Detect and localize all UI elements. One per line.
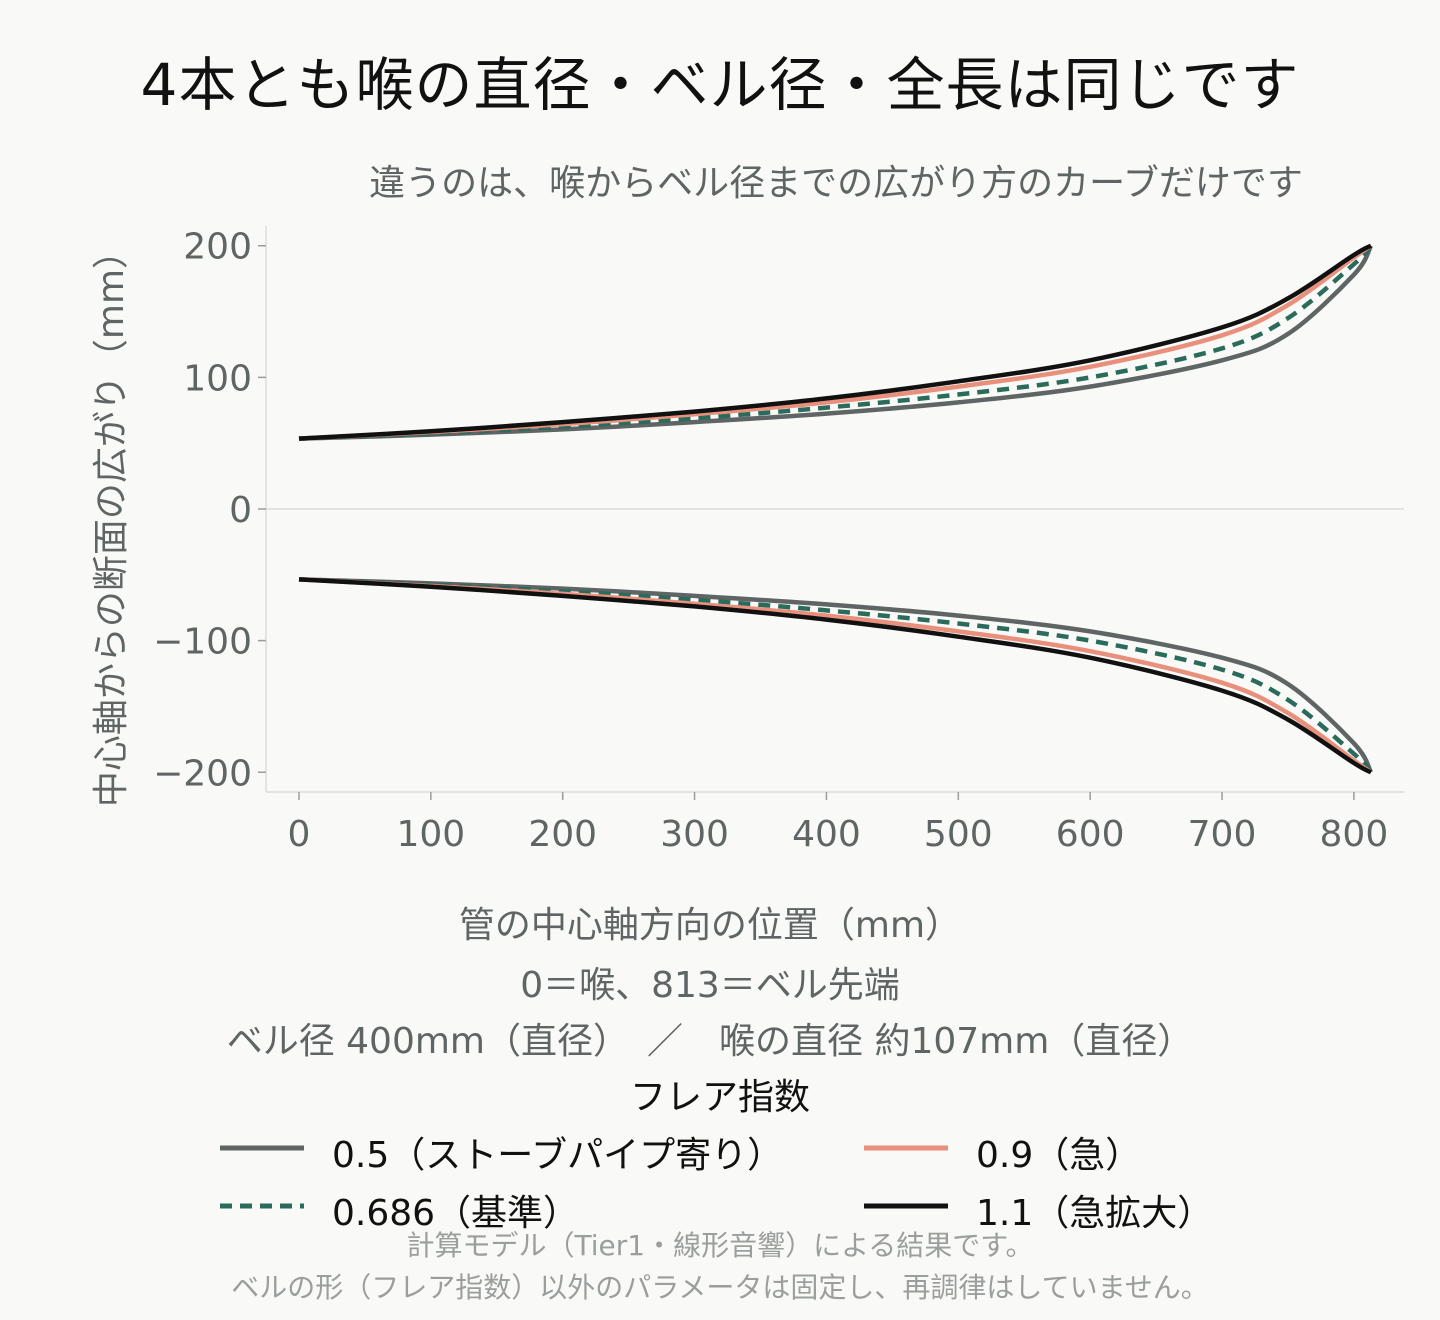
plot-area: 200 100 0 −100 −200 0 100 200 300 400 500 600 700 800 (153, 226, 1404, 855)
x-tick-label: 800 (1320, 814, 1389, 855)
y-tick-label: 200 (183, 227, 252, 268)
x-axis-label-line1: 管の中心軸方向の位置（mm） (458, 905, 962, 946)
series-line-2-upper (298, 243, 1373, 441)
chart-title: 4本とも喉の直径・ベル径・全長は同じです (140, 51, 1300, 119)
x-axis-label-line3: ベル径 400mm（直径） ／ 喉の直径 約107mm（直径） (226, 1021, 1194, 1062)
legend-label-1: 0.686（基準） (332, 1193, 580, 1234)
series-line-0-upper (298, 244, 1374, 441)
x-axis-label-line2: 0＝喉、813＝ベル先端 (520, 965, 900, 1006)
chart-subtitle: 違うのは、喉からベル径までの広がり方のカーブだけです (369, 163, 1303, 204)
caption-line1: 計算モデル（Tier1・線形音響）による結果です。 (406, 1229, 1034, 1262)
y-tick-label: −100 (153, 622, 252, 663)
x-tick-label: 600 (1056, 814, 1125, 855)
x-tick-label: 400 (792, 814, 861, 855)
x-tick-label: 300 (660, 814, 729, 855)
series-line-1-lower (298, 577, 1373, 774)
x-tick-label: 0 (288, 814, 311, 855)
series-line-0-lower (298, 577, 1374, 774)
legend-label-3: 1.1（急拡大） (976, 1193, 1214, 1234)
x-tick-label: 100 (396, 814, 465, 855)
series-line-3-lower (298, 577, 1373, 775)
series-line-3-upper (298, 243, 1373, 441)
x-tick-label: 200 (528, 814, 597, 855)
y-tick-label: 0 (229, 490, 252, 531)
caption-line2: ベルの形（フレア指数）以外のパラメータは固定し、再調律はしていません。 (231, 1271, 1209, 1304)
series-line-2-lower (298, 577, 1373, 775)
legend-title: フレア指数 (629, 1077, 810, 1118)
series-line-1-upper (298, 244, 1373, 441)
x-tick-label: 700 (1188, 814, 1257, 855)
legend-label-2: 0.9（急） (976, 1135, 1142, 1176)
y-tick-label: 100 (183, 358, 252, 399)
x-tick-label: 500 (924, 814, 993, 855)
y-tick-label: −200 (153, 753, 252, 794)
legend-label-0: 0.5（ストーブパイプ寄り） (332, 1135, 784, 1176)
